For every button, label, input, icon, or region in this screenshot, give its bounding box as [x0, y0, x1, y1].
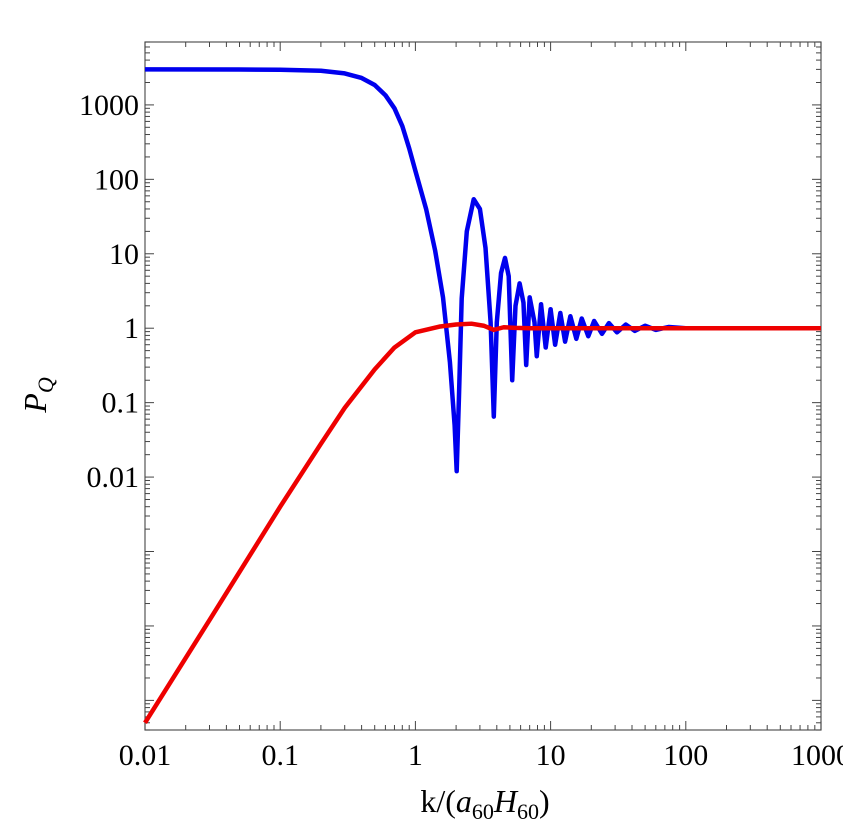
x-axis-label: k/(a60H60) [420, 783, 549, 823]
x-tick-label: 1 [408, 739, 423, 772]
y-tick-label: 1000 [79, 89, 139, 122]
x-tick-label: 0.1 [261, 739, 299, 772]
plot-frame [144, 41, 822, 731]
series-line-2 [143, 321, 821, 724]
y-tick-label: 100 [94, 163, 139, 196]
ticks-layer [144, 41, 822, 731]
y-tick-label: 0.01 [87, 461, 140, 494]
y-axis-label: PQ [17, 377, 58, 414]
series-layer [143, 67, 821, 724]
x-tick-label: 0.01 [119, 739, 172, 772]
y-tick-label: 1 [124, 312, 139, 345]
x-tick-label: 10 [536, 739, 566, 772]
y-tick-label: 10 [109, 238, 139, 271]
tick-labels-layer: 0.01 0.1 1 10 100 1000 1000 100 10 1 0.1 0.01 [79, 89, 843, 772]
y-tick-label: 0.1 [102, 387, 140, 420]
x-tick-label: 1000 [791, 739, 843, 772]
series-line-1 [144, 67, 821, 474]
x-tick-label: 100 [663, 739, 708, 772]
